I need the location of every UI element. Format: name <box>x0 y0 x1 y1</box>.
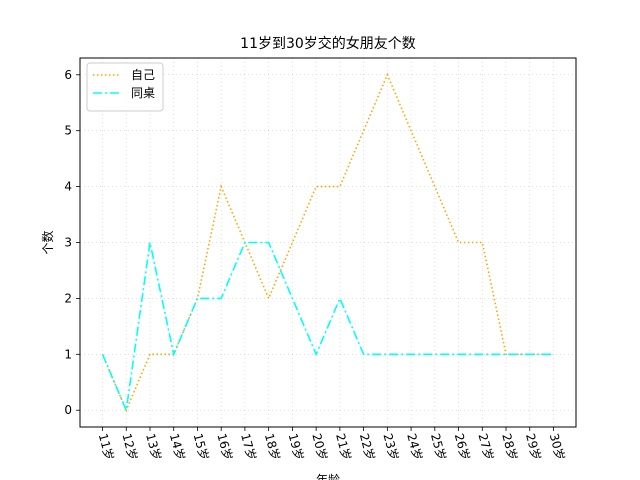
x-tick-label: 26岁 <box>452 432 474 462</box>
axis-ticks: 11岁 12岁 13岁 14岁 15岁 16岁 17岁 18岁 19岁 20岁 21岁 22岁 23岁 2… <box>64 68 568 462</box>
x-tick-label: 11岁 <box>96 432 118 462</box>
y-tick-label: 5 <box>64 124 72 138</box>
y-tick-label: 1 <box>64 347 72 361</box>
x-tick-label: 20岁 <box>309 432 331 462</box>
y-tick-label: 0 <box>64 403 72 417</box>
x-tick-label: 21岁 <box>333 432 355 462</box>
x-tick-label: 12岁 <box>119 432 141 462</box>
series-line-1 <box>101 241 554 414</box>
x-tick-label: 29岁 <box>523 432 545 462</box>
x-tick-label: 28岁 <box>499 432 521 462</box>
x-tick-label: 27岁 <box>475 432 497 462</box>
y-axis-title: 个数 <box>40 230 55 254</box>
legend-label: 自己 <box>131 68 155 82</box>
legend-label: 同桌 <box>131 86 155 100</box>
series-layer <box>101 72 554 414</box>
x-tick-label: 23岁 <box>381 432 403 462</box>
x-tick-label: 16岁 <box>214 432 236 462</box>
x-tick-label: 17岁 <box>238 432 260 462</box>
y-tick-label: 3 <box>64 236 72 250</box>
x-tick-label: 30岁 <box>547 432 569 462</box>
x-tick-label: 24岁 <box>404 432 426 462</box>
x-tick-label: 14岁 <box>167 432 189 462</box>
y-tick-label: 4 <box>64 180 72 194</box>
y-tick-label: 2 <box>64 291 72 305</box>
x-tick-label: 18岁 <box>262 432 284 462</box>
x-tick-label: 22岁 <box>357 432 379 462</box>
x-tick-label: 15岁 <box>191 432 213 462</box>
x-tick-label: 19岁 <box>286 432 308 462</box>
x-tick-label: 25岁 <box>428 432 450 462</box>
y-tick-label: 6 <box>64 68 72 82</box>
x-tick-label: 13岁 <box>143 432 165 462</box>
x-axis-title: 年龄 <box>316 473 340 480</box>
chart-title: 11岁到30岁交的女朋友个数 <box>240 35 416 52</box>
